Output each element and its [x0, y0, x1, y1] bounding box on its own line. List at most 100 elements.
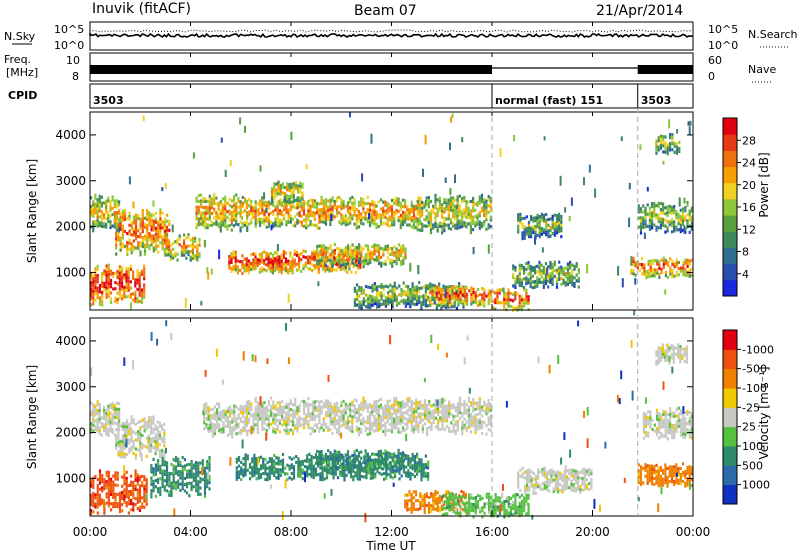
data-cell	[90, 401, 93, 405]
data-cell	[297, 457, 300, 461]
data-cell	[248, 403, 251, 407]
data-cell	[213, 216, 216, 220]
data-cell	[566, 268, 569, 272]
data-cell	[213, 198, 216, 202]
data-cell	[100, 195, 103, 199]
data-cell	[335, 211, 339, 215]
data-cell	[555, 219, 559, 223]
data-cell	[137, 439, 140, 443]
data-cell	[112, 492, 115, 496]
data-cell	[385, 468, 388, 472]
data-cell	[136, 494, 139, 498]
data-cell	[186, 475, 189, 479]
data-cell	[166, 246, 169, 250]
data-cell	[483, 298, 486, 302]
data-cell	[276, 261, 279, 265]
data-cell	[215, 196, 218, 200]
data-cell	[254, 405, 257, 409]
data-cell	[141, 236, 144, 240]
data-cell	[267, 267, 270, 271]
data-cell	[358, 305, 361, 309]
data-cell	[669, 272, 672, 276]
data-cell	[648, 215, 651, 219]
data-cell	[196, 252, 199, 256]
data-cell	[259, 472, 263, 476]
data-cell	[525, 292, 528, 296]
data-cell	[351, 243, 354, 247]
data-cell	[410, 225, 413, 229]
data-cell	[107, 211, 110, 215]
data-cell	[334, 472, 337, 476]
data-cell	[638, 268, 642, 272]
data-cell	[302, 249, 305, 253]
data-cell	[527, 232, 531, 236]
data-cell	[309, 258, 312, 262]
data-cell	[114, 287, 117, 291]
data-cell	[536, 216, 539, 220]
data-cell	[375, 204, 378, 208]
data-cell	[139, 241, 142, 245]
scatter-cell	[628, 217, 631, 228]
data-cell	[367, 299, 370, 303]
data-cell	[349, 197, 352, 201]
data-cell	[375, 243, 378, 247]
data-cell	[140, 291, 144, 295]
data-cell	[461, 290, 464, 294]
data-cell	[154, 466, 157, 470]
data-cell	[163, 456, 166, 460]
data-cell	[555, 228, 559, 232]
data-cell	[148, 214, 151, 218]
data-cell	[348, 267, 351, 271]
data-cell	[271, 259, 274, 263]
data-cell	[509, 304, 512, 308]
data-cell	[301, 459, 304, 463]
data-cell	[226, 210, 229, 214]
data-cell	[128, 426, 131, 430]
data-cell	[125, 273, 128, 277]
data-cell	[390, 205, 394, 209]
data-cell	[453, 291, 456, 295]
data-cell	[117, 211, 120, 215]
data-cell	[161, 455, 164, 459]
data-cell	[514, 280, 517, 284]
data-cell	[208, 218, 211, 222]
data-cell	[105, 426, 108, 430]
data-cell	[161, 427, 164, 431]
data-cell	[213, 417, 216, 421]
data-cell	[575, 264, 578, 268]
data-cell	[262, 472, 265, 476]
data-cell	[538, 272, 541, 276]
data-cell	[280, 262, 283, 266]
data-cell	[134, 484, 137, 488]
data-cell	[132, 502, 135, 506]
data-cell	[547, 235, 550, 239]
data-cell	[231, 429, 234, 433]
data-cell	[248, 213, 251, 217]
data-cell	[416, 225, 419, 229]
data-cell	[463, 208, 466, 212]
data-cell	[277, 189, 280, 193]
data-cell	[154, 485, 157, 489]
data-cell	[242, 471, 245, 475]
data-cell	[98, 215, 101, 219]
data-cell	[316, 256, 319, 260]
data-cell	[272, 415, 275, 419]
data-cell	[649, 265, 652, 269]
data-cell	[461, 218, 464, 222]
data-cell	[681, 222, 685, 226]
data-cell	[107, 214, 110, 218]
data-cell	[276, 203, 279, 207]
data-cell	[334, 469, 337, 473]
data-cell	[123, 476, 126, 480]
data-cell	[485, 205, 488, 209]
data-cell	[103, 272, 106, 276]
data-cell	[517, 216, 520, 220]
data-cell	[203, 479, 207, 483]
data-cell	[350, 270, 353, 274]
data-cell	[255, 465, 258, 469]
data-cell	[172, 247, 175, 251]
data-cell	[235, 460, 238, 464]
data-cell	[194, 245, 197, 249]
data-cell	[555, 214, 559, 218]
data-cell	[397, 216, 400, 220]
